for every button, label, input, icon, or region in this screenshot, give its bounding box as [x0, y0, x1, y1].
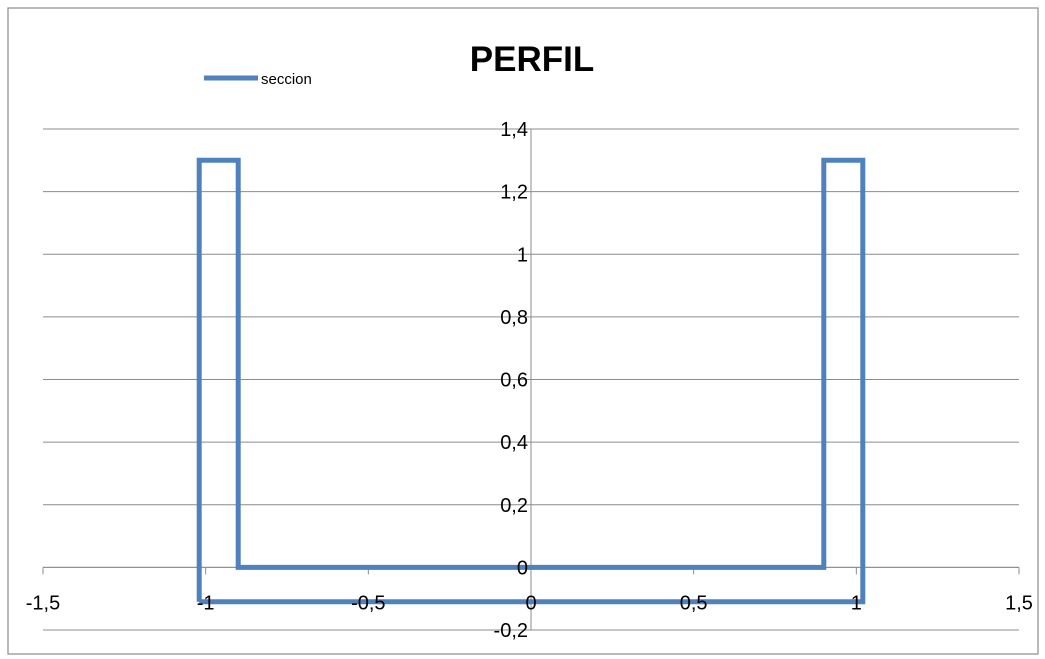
- x-tick-label: 0,5: [680, 592, 708, 614]
- y-tick-label: 0,2: [500, 495, 528, 517]
- y-tick-label: 1,4: [500, 119, 528, 141]
- x-tick-label: 1,5: [1005, 592, 1033, 614]
- y-tick-label: -0,2: [494, 620, 528, 642]
- y-tick-label: 1,2: [500, 182, 528, 204]
- legend-label: seccion: [261, 71, 312, 88]
- chart-title: PERFIL: [470, 40, 594, 79]
- y-tick-label: 0,8: [500, 307, 528, 329]
- y-tick-label: 0,6: [500, 370, 528, 392]
- x-tick-label: 0: [525, 592, 536, 614]
- x-tick-label: -0,5: [351, 592, 385, 614]
- y-tick-label: 0: [517, 557, 528, 579]
- x-tick-label: -1: [197, 592, 215, 614]
- x-tick-label: -1,5: [26, 592, 60, 614]
- y-tick-label: 1: [517, 244, 528, 266]
- x-tick-label: 1: [851, 592, 862, 614]
- y-tick-label: 0,4: [500, 432, 528, 454]
